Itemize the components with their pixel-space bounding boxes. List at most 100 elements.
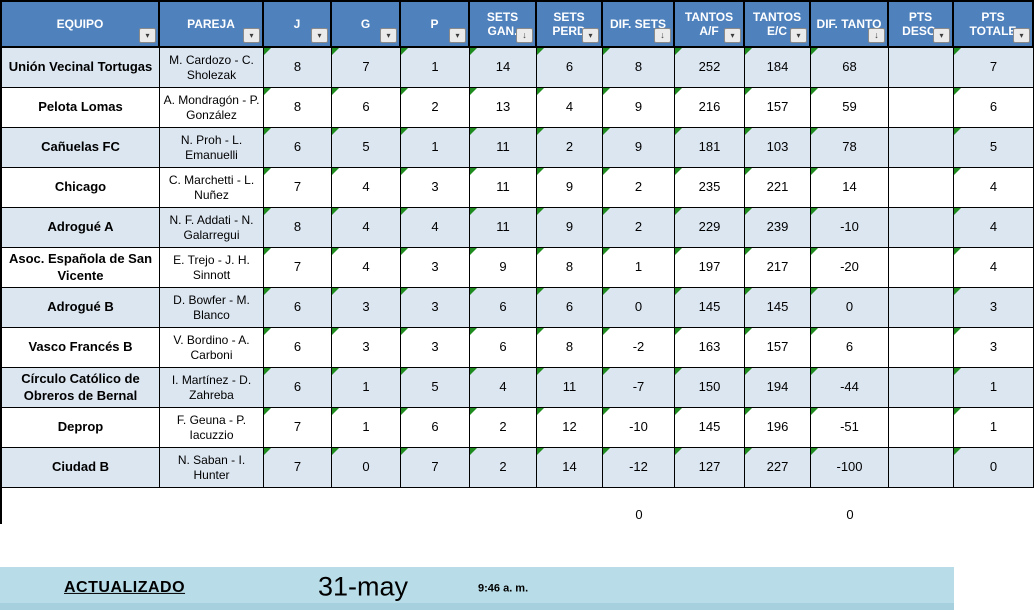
value-cell[interactable]: 6 — [470, 328, 537, 368]
value-cell[interactable]: -20 — [811, 248, 889, 288]
value-cell[interactable]: 221 — [745, 168, 811, 208]
filter-sorted-icon[interactable]: ↓ — [654, 28, 671, 43]
value-cell[interactable]: 6 — [332, 88, 401, 128]
value-cell[interactable]: 4 — [954, 168, 1034, 208]
value-cell[interactable]: -44 — [811, 368, 889, 408]
value-cell[interactable]: 3 — [401, 328, 470, 368]
value-cell[interactable]: 145 — [745, 288, 811, 328]
value-cell[interactable]: 6 — [537, 288, 603, 328]
pair-cell[interactable]: N. Saban - I. Hunter — [160, 448, 264, 488]
team-cell[interactable]: Cañuelas FC — [2, 128, 160, 168]
value-cell[interactable]: 0 — [954, 448, 1034, 488]
value-cell[interactable]: 3 — [401, 248, 470, 288]
value-cell[interactable]: 4 — [332, 208, 401, 248]
value-cell[interactable]: 14 — [537, 448, 603, 488]
value-cell[interactable] — [889, 88, 954, 128]
team-cell[interactable]: Ciudad B — [2, 448, 160, 488]
team-cell[interactable]: Vasco Francés B — [2, 328, 160, 368]
filter-dropdown-icon[interactable]: ▾ — [933, 28, 950, 43]
value-cell[interactable]: 150 — [675, 368, 745, 408]
value-cell[interactable]: -12 — [603, 448, 675, 488]
value-cell[interactable]: 163 — [675, 328, 745, 368]
value-cell[interactable] — [889, 288, 954, 328]
value-cell[interactable]: 2 — [603, 208, 675, 248]
value-cell[interactable]: 7 — [954, 48, 1034, 88]
value-cell[interactable]: -100 — [811, 448, 889, 488]
value-cell[interactable]: 5 — [332, 128, 401, 168]
value-cell[interactable] — [889, 128, 954, 168]
team-cell[interactable]: Deprop — [2, 408, 160, 448]
team-cell[interactable]: Unión Vecinal Tortugas — [2, 48, 160, 88]
value-cell[interactable]: 3 — [401, 168, 470, 208]
value-cell[interactable]: 1 — [954, 368, 1034, 408]
value-cell[interactable]: 1 — [954, 408, 1034, 448]
value-cell[interactable]: 8 — [264, 88, 332, 128]
value-cell[interactable]: 3 — [332, 288, 401, 328]
team-cell[interactable]: Pelota Lomas — [2, 88, 160, 128]
value-cell[interactable]: 181 — [675, 128, 745, 168]
value-cell[interactable]: 59 — [811, 88, 889, 128]
value-cell[interactable]: 7 — [332, 48, 401, 88]
value-cell[interactable]: 11 — [470, 168, 537, 208]
value-cell[interactable]: 229 — [675, 208, 745, 248]
value-cell[interactable]: 6 — [264, 128, 332, 168]
value-cell[interactable]: 2 — [537, 128, 603, 168]
value-cell[interactable]: 9 — [537, 168, 603, 208]
value-cell[interactable]: 7 — [264, 408, 332, 448]
value-cell[interactable]: 9 — [537, 208, 603, 248]
value-cell[interactable]: 1 — [603, 248, 675, 288]
value-cell[interactable]: 78 — [811, 128, 889, 168]
value-cell[interactable] — [889, 248, 954, 288]
team-cell[interactable]: Adrogué A — [2, 208, 160, 248]
value-cell[interactable]: 3 — [954, 328, 1034, 368]
value-cell[interactable]: 184 — [745, 48, 811, 88]
value-cell[interactable]: 9 — [603, 128, 675, 168]
team-cell[interactable]: Chicago — [2, 168, 160, 208]
pair-cell[interactable]: D. Bowfer - M. Blanco — [160, 288, 264, 328]
value-cell[interactable]: 4 — [401, 208, 470, 248]
pair-cell[interactable]: N. Proh - L. Emanuelli — [160, 128, 264, 168]
filter-dropdown-icon[interactable]: ▾ — [139, 28, 156, 43]
value-cell[interactable]: -10 — [603, 408, 675, 448]
value-cell[interactable]: 68 — [811, 48, 889, 88]
filter-dropdown-icon[interactable]: ▾ — [582, 28, 599, 43]
value-cell[interactable] — [889, 168, 954, 208]
value-cell[interactable]: 4 — [954, 248, 1034, 288]
value-cell[interactable]: 157 — [745, 328, 811, 368]
filter-dropdown-icon[interactable]: ▾ — [790, 28, 807, 43]
value-cell[interactable]: 4 — [332, 248, 401, 288]
value-cell[interactable]: 1 — [401, 128, 470, 168]
value-cell[interactable]: 3 — [332, 328, 401, 368]
value-cell[interactable]: 11 — [470, 208, 537, 248]
value-cell[interactable]: 2 — [470, 448, 537, 488]
value-cell[interactable]: 0 — [332, 448, 401, 488]
value-cell[interactable]: 8 — [264, 48, 332, 88]
value-cell[interactable]: 145 — [675, 288, 745, 328]
value-cell[interactable]: 239 — [745, 208, 811, 248]
value-cell[interactable]: 6 — [811, 328, 889, 368]
value-cell[interactable]: 127 — [675, 448, 745, 488]
value-cell[interactable]: 6 — [264, 288, 332, 328]
value-cell[interactable]: -51 — [811, 408, 889, 448]
team-cell[interactable]: Círculo Católico de Obreros de Bernal — [2, 368, 160, 408]
pair-cell[interactable]: A. Mondragón - P. González — [160, 88, 264, 128]
team-cell[interactable]: Adrogué B — [2, 288, 160, 328]
filter-dropdown-icon[interactable]: ▾ — [1013, 28, 1030, 43]
value-cell[interactable]: 1 — [332, 408, 401, 448]
value-cell[interactable]: 7 — [264, 448, 332, 488]
value-cell[interactable]: 6 — [264, 368, 332, 408]
value-cell[interactable]: -10 — [811, 208, 889, 248]
value-cell[interactable] — [889, 328, 954, 368]
value-cell[interactable]: 11 — [470, 128, 537, 168]
value-cell[interactable]: 1 — [401, 48, 470, 88]
pair-cell[interactable]: E. Trejo - J. H. Sinnott — [160, 248, 264, 288]
value-cell[interactable]: 12 — [537, 408, 603, 448]
value-cell[interactable]: 197 — [675, 248, 745, 288]
filter-dropdown-icon[interactable]: ▾ — [311, 28, 328, 43]
value-cell[interactable]: 6 — [470, 288, 537, 328]
value-cell[interactable]: 6 — [537, 48, 603, 88]
filter-sorted-icon[interactable]: ↓ — [516, 28, 533, 43]
value-cell[interactable]: 1 — [332, 368, 401, 408]
value-cell[interactable]: 0 — [811, 288, 889, 328]
value-cell[interactable]: 4 — [954, 208, 1034, 248]
